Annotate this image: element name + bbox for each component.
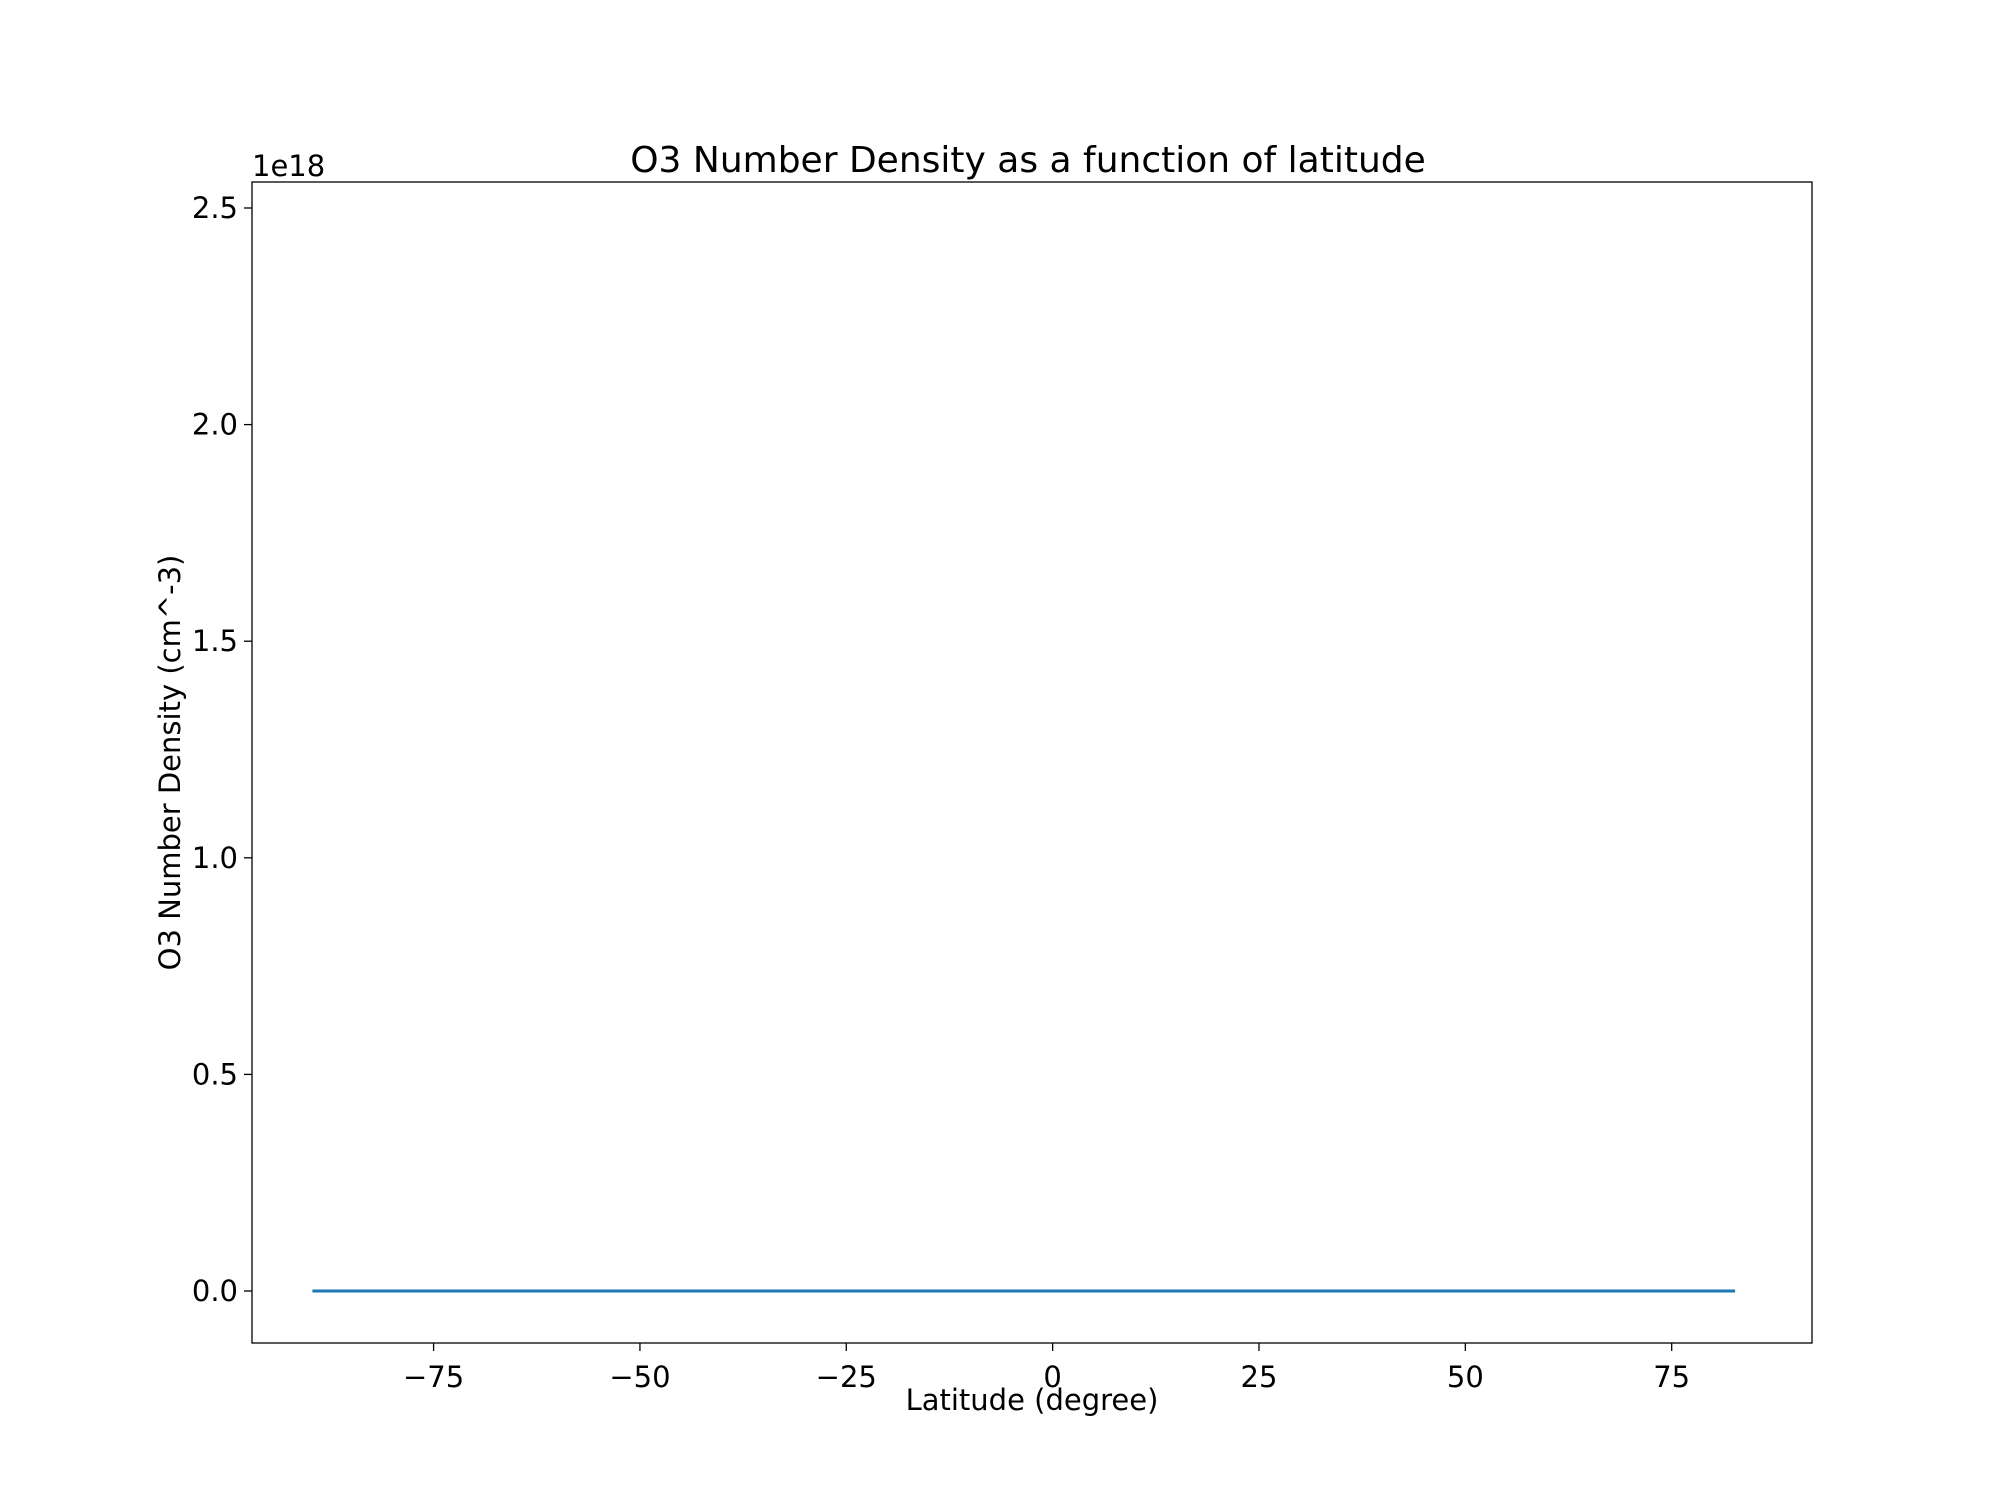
x-axis-label: Latitude (degree): [906, 1383, 1159, 1417]
y-tick-label: 1.0: [192, 841, 238, 875]
y-axis-offset-label: 1e18: [252, 149, 325, 183]
y-axis-label: O3 Number Density (cm^-3): [153, 555, 187, 971]
x-tick-label: 50: [1447, 1360, 1484, 1394]
y-tick-label: 0.0: [192, 1274, 238, 1308]
x-tick-label: −25: [816, 1360, 877, 1394]
y-tick-label: 2.5: [192, 191, 238, 225]
x-tick-label: 25: [1241, 1360, 1278, 1394]
x-axis-ticks: −75 −50 −25 0 25 50 75: [403, 1343, 1690, 1394]
x-tick-label: 75: [1653, 1360, 1690, 1394]
chart-title: O3 Number Density as a function of latit…: [630, 140, 1426, 181]
y-axis-ticks: 0.0 0.5 1.0 1.5 2.0 2.5: [192, 191, 252, 1308]
y-tick-label: 0.5: [192, 1057, 238, 1091]
y-tick-label: 1.5: [192, 624, 238, 658]
x-tick-label: −50: [609, 1360, 670, 1394]
plot-frame: [251, 181, 1813, 1344]
y-tick-label: 2.0: [192, 408, 238, 442]
x-tick-label: 0: [1043, 1360, 1061, 1394]
x-tick-label: −75: [403, 1360, 464, 1394]
